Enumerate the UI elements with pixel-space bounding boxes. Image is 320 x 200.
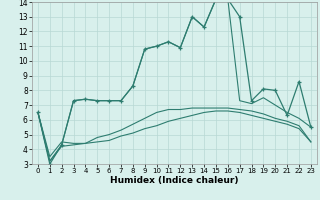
X-axis label: Humidex (Indice chaleur): Humidex (Indice chaleur) [110,176,239,185]
